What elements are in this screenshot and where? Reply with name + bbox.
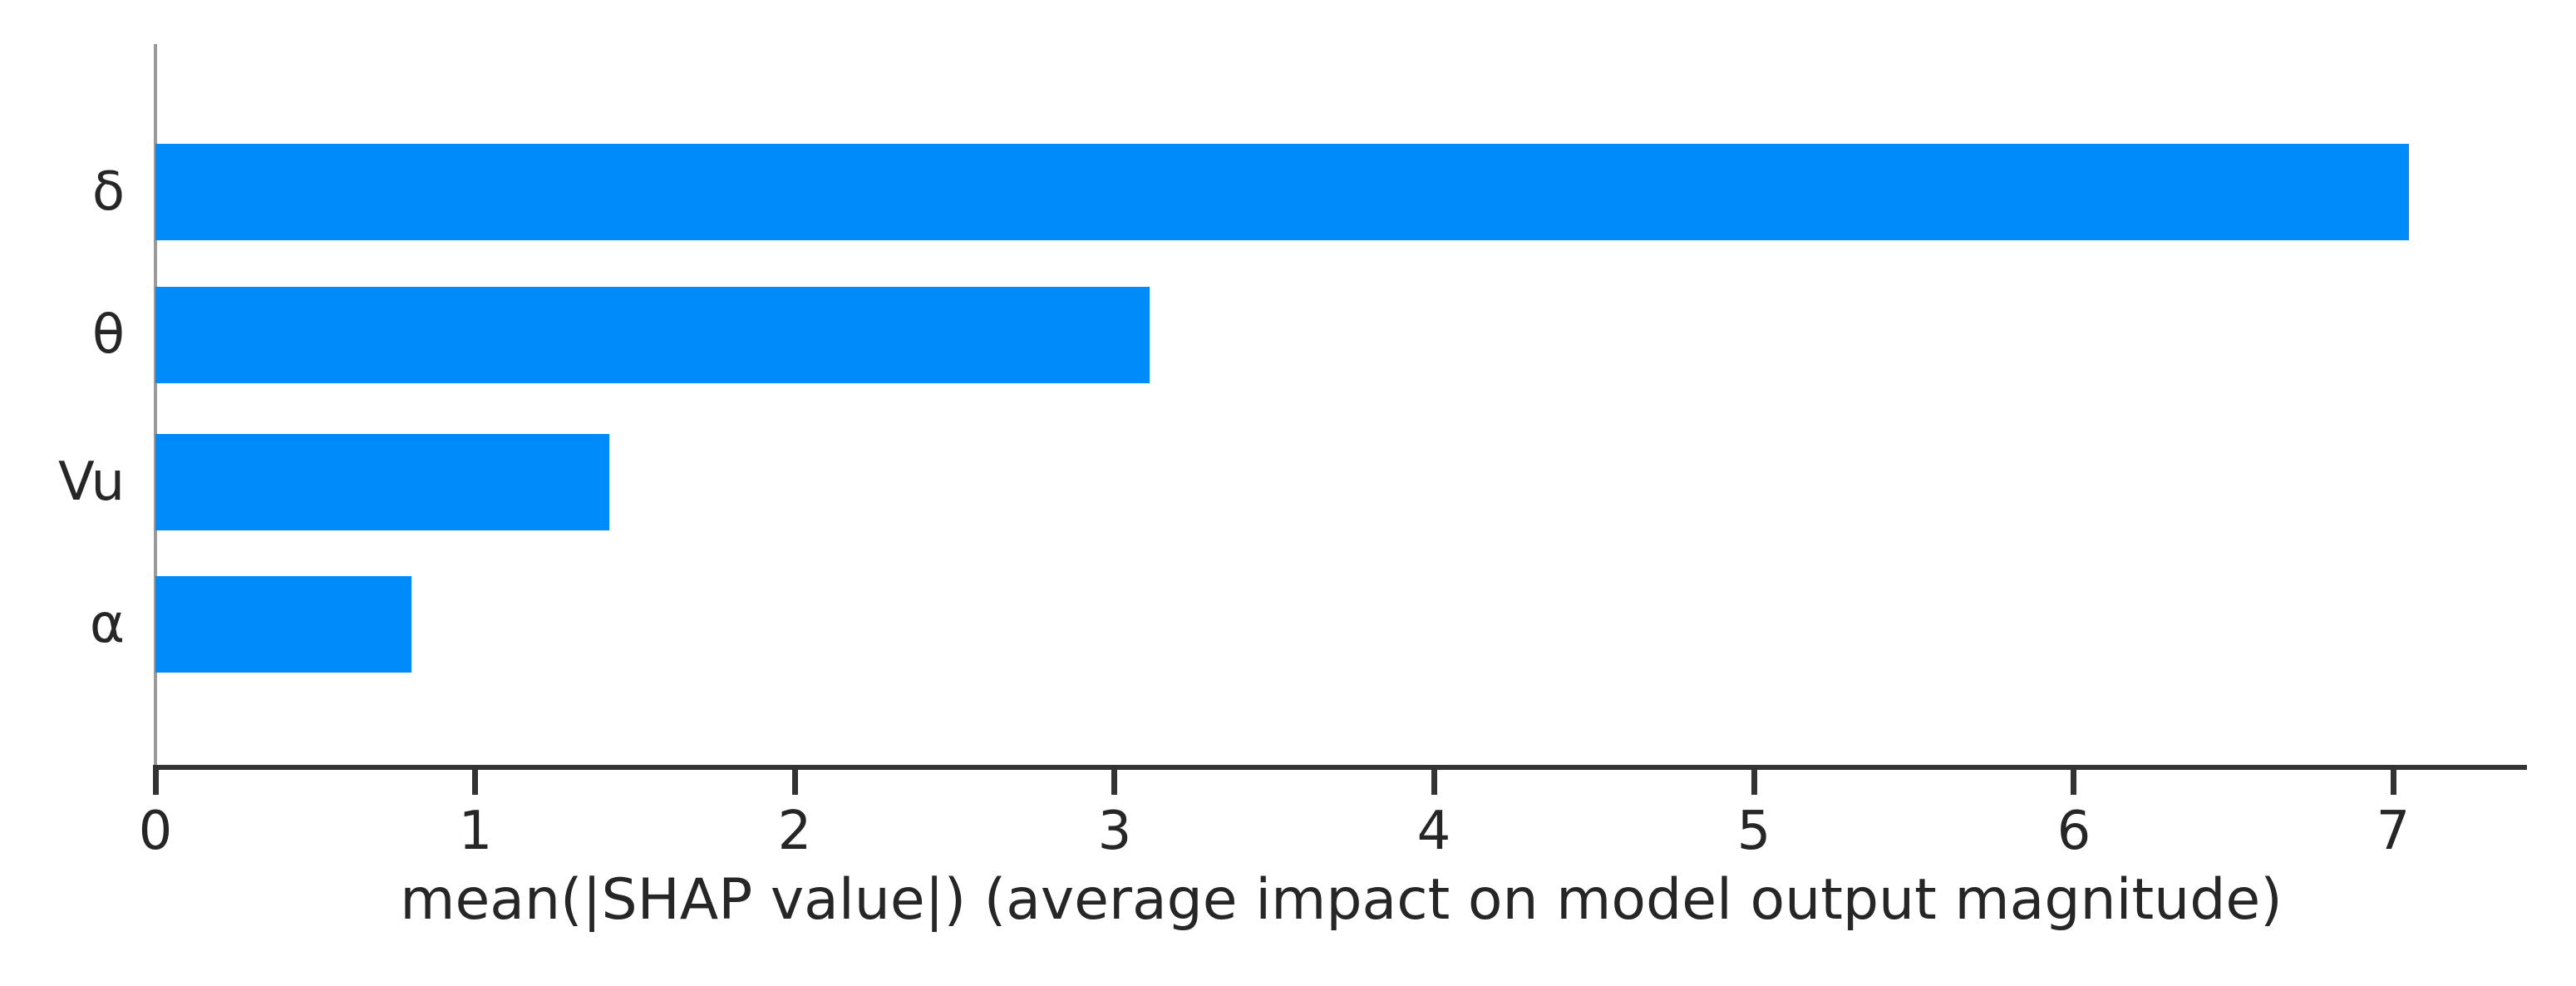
x-tick-label-1: 1 bbox=[458, 801, 493, 862]
x-tick-label-0: 0 bbox=[138, 801, 173, 862]
x-axis-line bbox=[153, 765, 2527, 770]
bar-alpha bbox=[155, 576, 411, 673]
x-axis-label: mean(|SHAP value|) (average impact on mo… bbox=[400, 867, 2283, 933]
x-tick-mark-3 bbox=[1111, 770, 1117, 795]
x-tick-label-3: 3 bbox=[1097, 801, 1132, 862]
y-tick-label-theta: θ bbox=[91, 304, 125, 366]
y-tick-label-alpha: α bbox=[89, 594, 125, 655]
y-tick-label-delta: δ bbox=[91, 161, 125, 223]
x-tick-mark-0 bbox=[153, 770, 159, 795]
x-tick-mark-6 bbox=[2071, 770, 2076, 795]
x-tick-mark-2 bbox=[792, 770, 798, 795]
x-tick-mark-4 bbox=[1431, 770, 1437, 795]
x-tick-label-6: 6 bbox=[2056, 801, 2091, 862]
y-axis-line bbox=[154, 44, 157, 765]
x-tick-label-2: 2 bbox=[777, 801, 812, 862]
x-tick-mark-5 bbox=[1751, 770, 1757, 795]
x-tick-label-7: 7 bbox=[2376, 801, 2411, 862]
bar-theta bbox=[155, 287, 1150, 383]
y-tick-label-vu: Vu bbox=[58, 451, 125, 513]
x-tick-label-5: 5 bbox=[1736, 801, 1771, 862]
bar-delta bbox=[155, 144, 2409, 240]
x-tick-label-4: 4 bbox=[1416, 801, 1451, 862]
x-tick-mark-7 bbox=[2391, 770, 2396, 795]
bar-vu bbox=[155, 434, 609, 530]
x-tick-mark-1 bbox=[472, 770, 478, 795]
